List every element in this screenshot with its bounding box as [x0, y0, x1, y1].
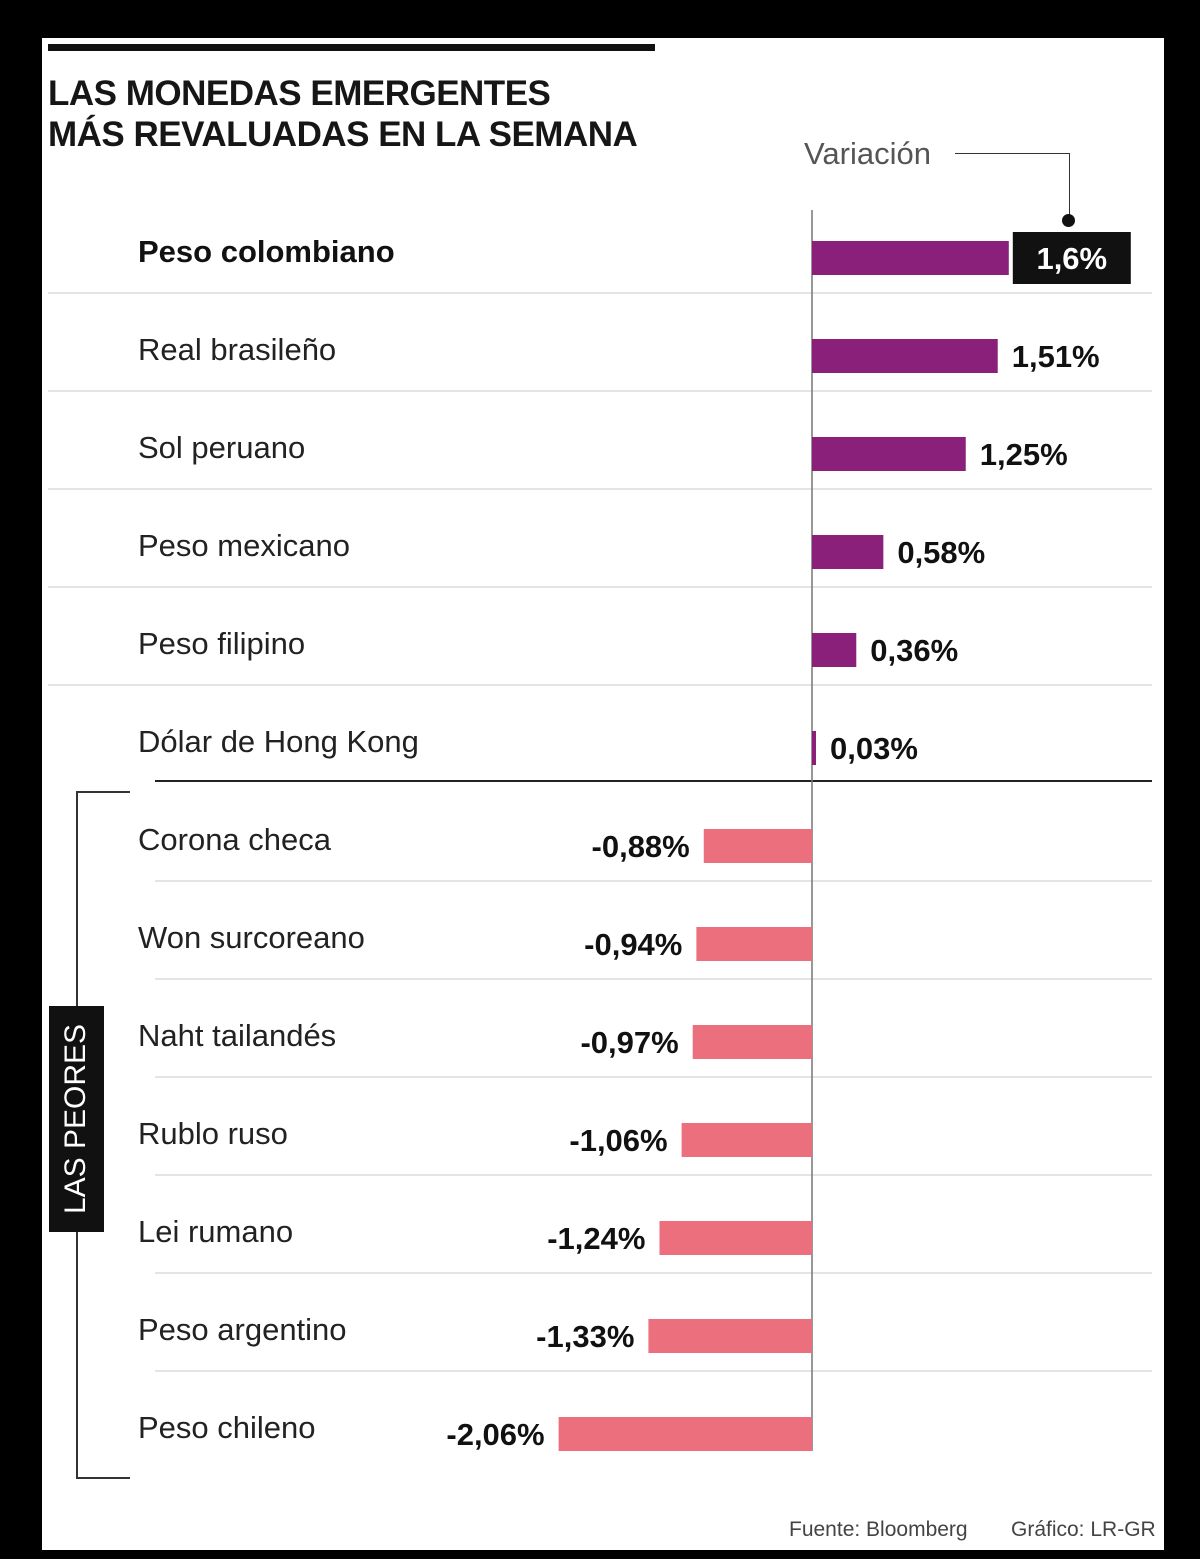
bar-naht-tailandés: [692, 1025, 812, 1059]
value-label: -1,24%: [547, 1221, 645, 1256]
value-label: 1,6%: [1036, 241, 1107, 276]
bar-sol-peruano: [812, 437, 966, 471]
highlight-value-box: [1012, 232, 1131, 284]
value-label: 0,03%: [830, 731, 918, 766]
value-label: -1,33%: [536, 1319, 634, 1354]
category-label: Real brasileño: [138, 332, 337, 367]
variation-leader-dot: [1062, 214, 1075, 227]
bar-rublo-ruso: [681, 1123, 812, 1157]
category-label: Rublo ruso: [138, 1116, 288, 1151]
bar-peso-filipino: [812, 633, 857, 667]
footer-credit: Gráfico: LR-GR: [1011, 1518, 1156, 1541]
chart-panel: [42, 38, 1164, 1550]
bar-peso-argentino: [648, 1319, 812, 1353]
bar-lei-rumano: [659, 1221, 812, 1255]
bar-peso-chileno: [558, 1417, 812, 1451]
category-label: Dólar de Hong Kong: [138, 724, 419, 759]
value-label: -2,06%: [446, 1417, 544, 1452]
bar-dólar-de-hong-kong: [812, 731, 816, 765]
category-label: Peso mexicano: [138, 528, 350, 563]
worst-group-badge: [49, 1006, 104, 1232]
value-label: 0,58%: [897, 535, 985, 570]
value-label: -0,97%: [580, 1025, 678, 1060]
bar-peso-mexicano: [812, 535, 884, 569]
chart-title-line-2: MÁS REVALUADAS EN LA SEMANA: [48, 115, 638, 154]
bar-real-brasileño: [812, 339, 998, 373]
category-label: Won surcoreano: [138, 920, 365, 955]
category-label: Sol peruano: [138, 430, 306, 465]
variation-leader-line-vertical: [1069, 153, 1070, 219]
value-label: -1,06%: [569, 1123, 667, 1158]
value-label: 0,36%: [870, 633, 958, 668]
footer-source: Fuente: Bloomberg: [789, 1518, 968, 1541]
category-label: Peso chileno: [138, 1410, 316, 1445]
category-label: Peso argentino: [138, 1312, 347, 1347]
category-label: Naht tailandés: [138, 1018, 337, 1053]
category-label: Lei rumano: [138, 1214, 294, 1249]
title-rule: [48, 44, 655, 51]
bar-corona-checa: [703, 829, 812, 863]
category-label: Corona checa: [138, 822, 332, 857]
value-label: -0,88%: [592, 829, 690, 864]
value-label: 1,25%: [980, 437, 1068, 472]
bar-peso-colombiano: [812, 241, 1009, 275]
category-label: Peso colombiano: [138, 234, 395, 269]
value-label: -0,94%: [584, 927, 682, 962]
value-label: 1,51%: [1012, 339, 1100, 374]
variation-leader-line: [955, 153, 1070, 154]
bar-won-surcoreano: [696, 927, 812, 961]
variation-label: Variación: [804, 136, 931, 171]
category-label: Peso filipino: [138, 626, 306, 661]
chart-title-line-1: LAS MONEDAS EMERGENTES: [48, 74, 551, 113]
